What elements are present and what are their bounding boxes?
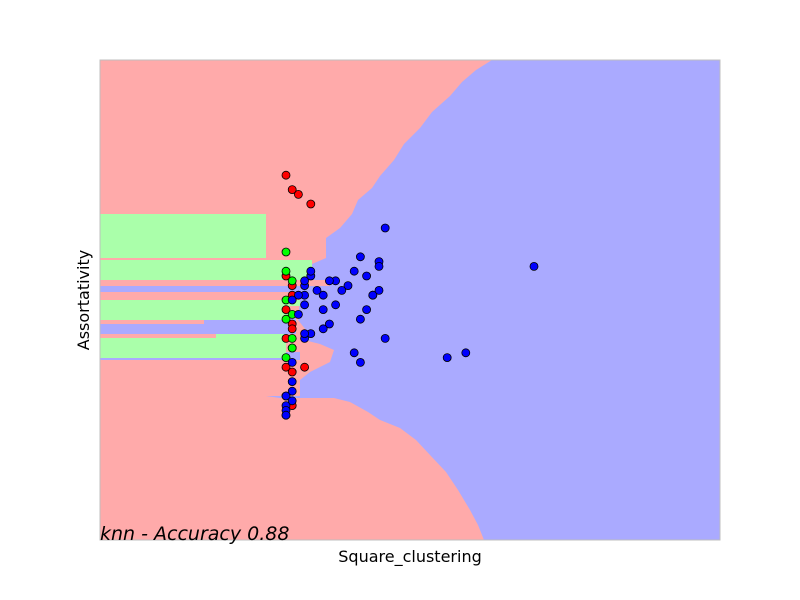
class-blue-point xyxy=(461,348,471,358)
y-axis-label: Assortativity xyxy=(74,250,93,350)
class-blue-point xyxy=(318,305,328,315)
class-red-point xyxy=(293,189,303,199)
class-green-point xyxy=(281,314,291,324)
class-blue-point xyxy=(281,391,291,401)
class-red-point xyxy=(281,305,291,315)
class-green-point xyxy=(287,333,297,343)
region-blue-strip xyxy=(100,286,300,292)
region-red-strip xyxy=(100,292,280,300)
class-green-point xyxy=(287,276,297,286)
class-blue-point xyxy=(343,281,353,291)
class-red-point xyxy=(300,362,310,372)
class-blue-point xyxy=(287,386,297,396)
class-blue-point xyxy=(355,357,365,367)
region-green-strip xyxy=(100,214,266,258)
class-blue-point xyxy=(318,324,328,334)
data-points xyxy=(281,170,539,420)
region-green-strip xyxy=(100,306,290,320)
class-green-point xyxy=(287,343,297,353)
class-blue-point xyxy=(281,410,291,420)
class-blue-point xyxy=(355,314,365,324)
region-red-strip xyxy=(100,280,330,286)
plot-area xyxy=(99,59,721,541)
class-blue-point xyxy=(374,261,384,271)
class-green-point xyxy=(281,266,291,276)
class-blue-point xyxy=(300,276,310,286)
class-red-point xyxy=(281,362,291,372)
class-blue-point xyxy=(349,266,359,276)
region-blue xyxy=(266,60,720,540)
region-green-strip xyxy=(100,300,300,306)
class-blue-point xyxy=(374,285,384,295)
axes-frame xyxy=(99,59,721,541)
class-red-point xyxy=(306,199,316,209)
class-blue-point xyxy=(287,295,297,305)
decision-regions xyxy=(100,60,720,540)
class-blue-point xyxy=(529,261,539,271)
class-blue-point xyxy=(380,223,390,233)
accuracy-annotation: knn - Accuracy 0.88 xyxy=(100,523,289,545)
class-blue-point xyxy=(337,285,347,295)
class-green-point xyxy=(281,353,291,363)
region-green-strip xyxy=(100,260,312,280)
class-blue-point xyxy=(287,377,297,387)
class-blue-point xyxy=(355,252,365,262)
class-blue-point xyxy=(318,290,328,300)
class-blue-point xyxy=(349,348,359,358)
region-red-strip xyxy=(100,320,204,324)
class-blue-point xyxy=(287,396,297,406)
class-blue-point xyxy=(331,300,341,310)
region-red-strip xyxy=(100,334,216,338)
class-blue-point xyxy=(293,309,303,319)
class-red-point xyxy=(281,170,291,180)
class-blue-point xyxy=(362,271,372,281)
class-green-point xyxy=(281,247,291,257)
region-red-strip xyxy=(100,360,300,396)
class-blue-point xyxy=(293,290,303,300)
class-red-point xyxy=(287,185,297,195)
class-blue-point xyxy=(287,357,297,367)
class-blue-point xyxy=(300,300,310,310)
class-blue-point xyxy=(362,305,372,315)
class-blue-point xyxy=(324,276,334,286)
class-blue-point xyxy=(380,333,390,343)
class-blue-point xyxy=(300,329,310,339)
class-blue-point xyxy=(312,285,322,295)
x-axis-label: Square_clustering xyxy=(338,547,481,567)
class-blue-point xyxy=(306,266,316,276)
class-red-point xyxy=(287,324,297,334)
class-blue-point xyxy=(368,290,378,300)
class-blue-point xyxy=(442,353,452,363)
class-red-point xyxy=(287,367,297,377)
class-blue-point xyxy=(324,319,334,329)
